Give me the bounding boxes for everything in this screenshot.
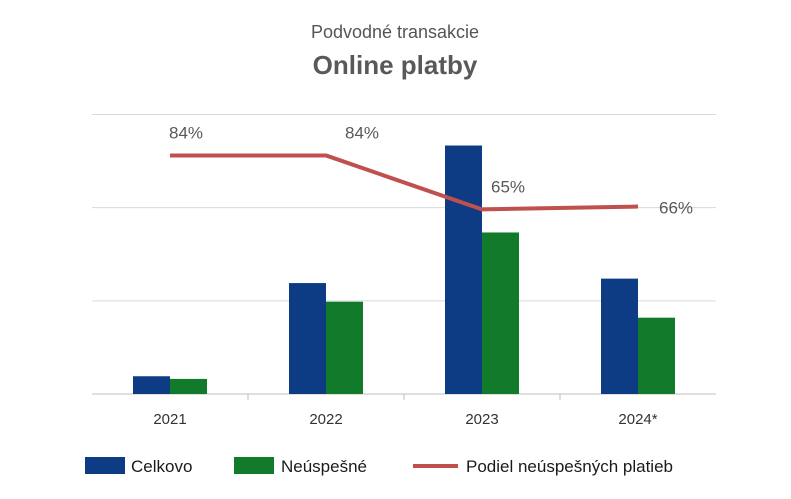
chart-subtitle: Podvodné transakcie (311, 22, 479, 42)
bar-neuspesne-0 (170, 379, 207, 394)
share-data-label: 66% (659, 199, 693, 218)
legend-swatch-neuspesne (234, 457, 274, 474)
bar-neuspesne-1 (326, 302, 363, 394)
x-tick-label: 2021 (153, 411, 186, 428)
bar-celkovo-0 (133, 376, 170, 394)
legend: Celkovo Neúspešné Podiel neúspešných plati… (85, 457, 673, 476)
x-tick-label: 2023 (465, 411, 498, 428)
bar-neuspesne-2 (482, 232, 519, 394)
share-data-label: 84% (169, 123, 203, 142)
legend-label-neuspesne: Neúspešné (281, 457, 367, 476)
bar-neuspesne-3 (638, 318, 675, 394)
share-line: 84% 84% 65% 66% (169, 123, 693, 217)
x-axis-ticks: 2021 2022 2023 2024* (153, 394, 657, 428)
legend-label-celkovo: Celkovo (131, 457, 192, 476)
share-line-path (170, 155, 638, 209)
legend-label-podiel: Podiel neúspešných platieb (466, 457, 673, 476)
x-tick-label: 2022 (309, 411, 342, 428)
legend-swatch-celkovo (85, 457, 125, 474)
share-data-label: 65% (491, 177, 525, 196)
share-data-label: 84% (345, 123, 379, 142)
chart-title: Online platby (313, 50, 478, 80)
bar-celkovo-3 (601, 279, 638, 394)
bar-celkovo-1 (289, 283, 326, 394)
x-tick-label: 2024* (618, 411, 657, 428)
bar-celkovo-2 (445, 146, 482, 395)
